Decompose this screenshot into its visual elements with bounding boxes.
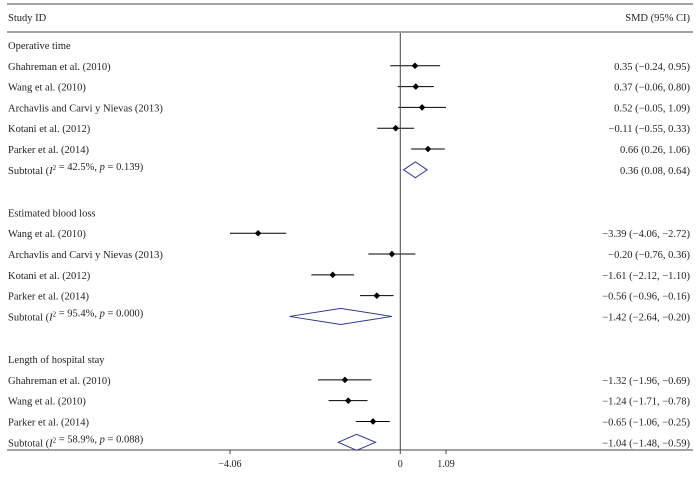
study-effect: −0.11 (−0.55, 0.33) [609, 124, 691, 135]
point-estimate-marker [369, 418, 377, 425]
study-effect: 0.35 (−0.24, 0.95) [614, 62, 690, 73]
point-estimate-marker [424, 145, 432, 153]
study-label: Parker et al. (2014) [8, 417, 90, 428]
subtotal-stat: 0.000 [116, 308, 140, 319]
study-effect: 0.66 (0.26, 1.06) [620, 145, 690, 156]
point-estimate-marker [388, 250, 396, 258]
subtotal-label: Subtotal (I2 = 42.5%, p = 0.139) [8, 162, 144, 177]
x-tick-label: −4.06 [218, 459, 241, 470]
subtotal-diamond [336, 433, 377, 451]
point-estimate-marker [412, 83, 420, 90]
study-label: Wang et al. (2010) [8, 397, 86, 408]
subtotal-diamond [402, 161, 429, 179]
study-label: Ghahreman et al. (2010) [8, 376, 111, 387]
study-label: Ghahreman et al. (2010) [8, 62, 111, 73]
subtotal-stat: 58.9% [67, 434, 94, 445]
point-estimate-marker [344, 397, 352, 404]
study-effect: −0.20 (−0.76, 0.36) [608, 250, 690, 261]
study-label: Parker et al. (2014) [8, 145, 90, 156]
study-effect: −1.61 (−2.12, −1.10) [602, 271, 690, 282]
subtotal-label: Subtotal (I2 = 95.4%, p = 0.000) [8, 308, 144, 323]
subtotal-stat: 0.139 [116, 162, 140, 173]
point-estimate-marker [373, 292, 381, 299]
group-label: Operative time [8, 41, 71, 52]
study-effect: −1.32 (−1.96, −0.69) [602, 376, 690, 387]
study-effect: 0.37 (−0.06, 0.80) [614, 83, 690, 94]
point-estimate-marker [392, 124, 399, 132]
subtotal-stat: 95.4% [67, 308, 94, 319]
study-label: Kotani et al. (2012) [8, 124, 91, 135]
subtotal-effect: 0.36 (0.08, 0.64) [620, 166, 690, 177]
study-effect: −1.24 (−1.71, −0.78) [602, 397, 690, 408]
header-smd: SMD (95% CI) [625, 13, 690, 24]
subtotal-stat: 42.5% [67, 162, 94, 173]
study-effect: −3.39 (−4.06, −2.72) [602, 229, 690, 240]
point-estimate-marker [411, 62, 419, 70]
subtotal-stat: 0.088 [116, 434, 140, 445]
group-label: Estimated blood loss [8, 208, 96, 219]
study-label: Archavlis and Carvi y Nievas (2013) [8, 103, 163, 114]
point-estimate-marker [329, 271, 337, 279]
study-label: Wang et al. (2010) [8, 229, 86, 240]
x-tick-label: 0 [398, 459, 403, 470]
subtotal-effect: −1.04 (−1.48, −0.59) [602, 438, 690, 449]
point-estimate-marker [254, 229, 262, 237]
point-estimate-marker [341, 376, 349, 384]
study-label: Parker et al. (2014) [8, 292, 90, 303]
subtotal-label: Subtotal (I2 = 58.9%, p = 0.088) [8, 434, 144, 449]
study-effect: −0.65 (−1.06, −0.25) [602, 417, 690, 428]
subtotal-effect: −1.42 (−2.64, −0.20) [602, 312, 690, 323]
header-study-id: Study ID [8, 13, 47, 24]
point-estimate-marker [418, 104, 426, 111]
study-label: Wang et al. (2010) [8, 83, 86, 94]
subtotal-diamond [289, 307, 392, 325]
study-label: Archavlis and Carvi y Nievas (2013) [8, 250, 163, 261]
group-label: Length of hospital stay [8, 355, 105, 366]
x-tick-label: 1.09 [437, 459, 455, 470]
study-label: Kotani et al. (2012) [8, 271, 91, 282]
study-effect: −0.56 (−0.96, −0.16) [602, 292, 690, 303]
study-effect: 0.52 (−0.05, 1.09) [614, 103, 690, 114]
